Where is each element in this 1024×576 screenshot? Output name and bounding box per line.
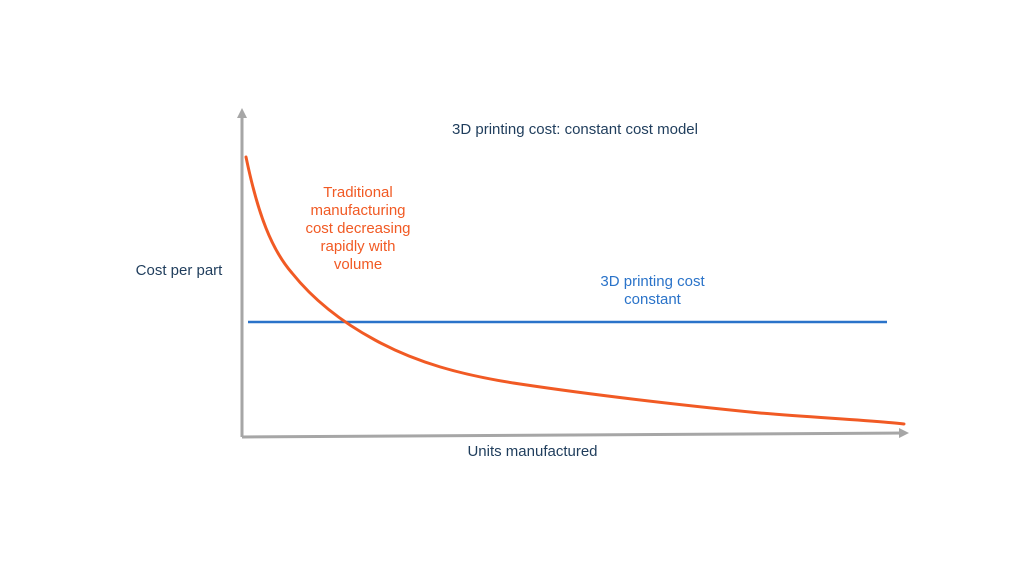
y-axis-label: Cost per part (135, 262, 223, 279)
series-traditional-curve (244, 155, 906, 426)
3d-printing-annotation: 3D printing cost constant (600, 273, 705, 308)
x-axis (241, 428, 909, 439)
x-axis-label: Units manufactured (467, 443, 598, 460)
chart-title: 3D printing cost: constant cost model (452, 121, 698, 138)
traditional-annotation: Traditional manufacturing cost decreasin… (305, 184, 411, 273)
